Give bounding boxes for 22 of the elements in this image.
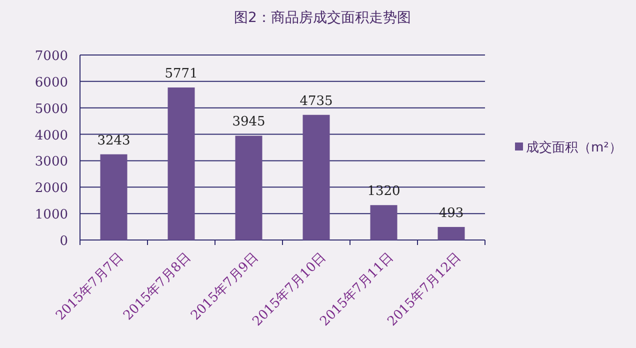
y-tick-label: 4000 <box>34 128 68 144</box>
y-tick-label: 7000 <box>34 49 68 64</box>
data-label: 5771 <box>164 66 198 82</box>
y-tick-label: 0 <box>60 234 68 249</box>
data-label: 3945 <box>232 114 266 130</box>
bar <box>438 226 465 240</box>
bar <box>302 114 330 240</box>
chart-title: 图2：商品房成交面积走势图 <box>234 10 411 26</box>
y-tick-label: 5000 <box>34 102 68 117</box>
y-tick-label: 3000 <box>34 154 68 170</box>
y-tick-label: 2000 <box>34 181 68 196</box>
y-tick-label: 1000 <box>34 208 68 223</box>
legend: 成交面积（m²） <box>515 140 622 156</box>
y-tick-label: 6000 <box>34 75 68 90</box>
data-label: 3243 <box>97 133 130 148</box>
bar <box>168 87 195 240</box>
data-label: 4735 <box>300 94 333 109</box>
bar <box>370 205 398 240</box>
legend-label: 成交面积（m²） <box>526 140 622 156</box>
bar <box>235 136 262 240</box>
bar <box>100 154 128 240</box>
data-label: 1320 <box>367 184 400 200</box>
